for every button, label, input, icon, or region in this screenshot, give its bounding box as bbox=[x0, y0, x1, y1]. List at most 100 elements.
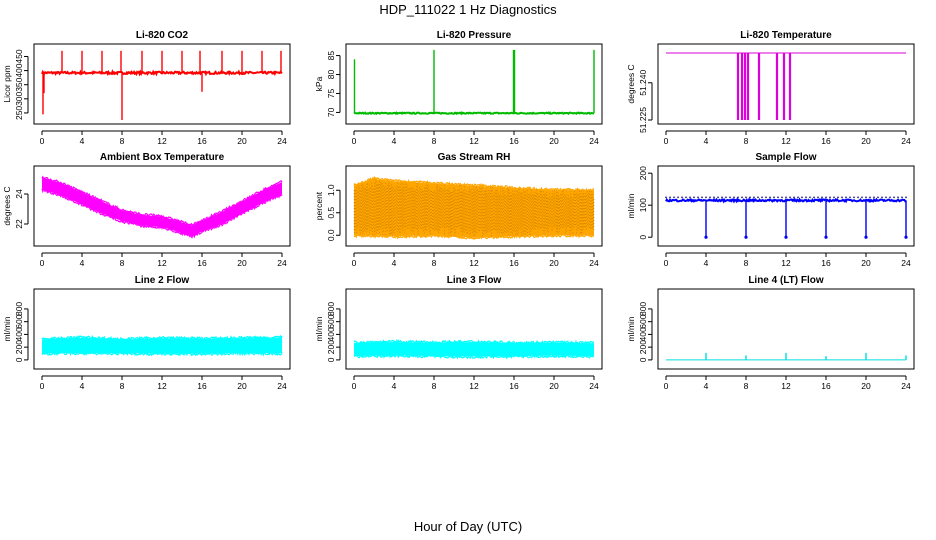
series-noise-lower-line-2-flow bbox=[41, 350, 283, 357]
y-axis-label-ambient-box-temperature: degrees C bbox=[2, 186, 12, 225]
x-tick-label: 8 bbox=[744, 381, 749, 391]
x-tick-label: 8 bbox=[744, 136, 749, 146]
y-tick-label: 70 bbox=[326, 107, 336, 117]
x-tick-label: 20 bbox=[861, 258, 871, 268]
y-tick-label: 800 bbox=[14, 302, 24, 316]
y-tick-label: 400 bbox=[14, 327, 24, 341]
x-tick-label: 0 bbox=[352, 381, 357, 391]
panel-title-li-820-temperature: Li-820 Temperature bbox=[740, 30, 832, 41]
x-tick-label: 24 bbox=[901, 136, 911, 146]
y-tick-label: 200 bbox=[638, 340, 648, 354]
x-tick-label: 12 bbox=[781, 136, 791, 146]
y-axis-label-li-820-pressure: kPa bbox=[314, 76, 324, 91]
panel-frame-line-3-flow bbox=[345, 288, 603, 370]
series-line-li-820-pressure bbox=[353, 111, 594, 116]
x-tick-label: 4 bbox=[392, 258, 397, 268]
figure-title: HDP_111022 1 Hz Diagnostics bbox=[379, 2, 557, 17]
x-tick-label: 12 bbox=[781, 381, 791, 391]
y-tick-label: 80 bbox=[326, 70, 336, 80]
y-tick-label: 0.5 bbox=[326, 207, 336, 219]
series-band-line-3-flow bbox=[354, 342, 594, 357]
y-tick-label: 400 bbox=[638, 327, 648, 341]
x-tick-label: 24 bbox=[901, 258, 911, 268]
series-noise-upper-line-2-flow bbox=[41, 334, 283, 342]
panel-frame-line-2-flow bbox=[33, 288, 291, 370]
y-tick-label: 75 bbox=[326, 88, 336, 98]
x-tick-label: 16 bbox=[821, 136, 831, 146]
y-tick-label: 450 bbox=[14, 49, 24, 63]
series-drop-point bbox=[904, 235, 908, 239]
x-tick-label: 16 bbox=[509, 258, 519, 268]
x-tick-label: 0 bbox=[352, 136, 357, 146]
x-tick-label: 8 bbox=[432, 136, 437, 146]
y-tick-label: 0.0 bbox=[326, 229, 336, 241]
x-tick-label: 4 bbox=[80, 136, 85, 146]
y-axis-label-li-820-co2: Licor ppm bbox=[2, 65, 12, 102]
panel-frame-li-820-co2 bbox=[33, 43, 291, 125]
x-tick-label: 20 bbox=[861, 381, 871, 391]
y-tick-label: 400 bbox=[326, 327, 336, 341]
x-tick-label: 16 bbox=[821, 258, 831, 268]
series-noise-lower-line-3-flow bbox=[353, 353, 594, 360]
y-tick-label: 200 bbox=[14, 340, 24, 354]
x-tick-label: 20 bbox=[237, 381, 247, 391]
y-axis-label-gas-stream-rh: percent bbox=[314, 191, 324, 220]
x-tick-label: 8 bbox=[120, 136, 125, 146]
series-drop-point bbox=[704, 235, 708, 239]
x-tick-label: 8 bbox=[432, 258, 437, 268]
y-tick-label: 51.240 bbox=[638, 69, 648, 95]
panel-title-gas-stream-rh: Gas Stream RH bbox=[438, 152, 511, 163]
y-tick-label: 1.0 bbox=[326, 184, 336, 196]
x-tick-label: 12 bbox=[157, 258, 167, 268]
panel-frame-ambient-box-temperature bbox=[33, 165, 291, 247]
x-tick-label: 24 bbox=[589, 258, 599, 268]
y-axis-label-li-820-temperature: degrees C bbox=[626, 64, 636, 103]
y-tick-label: 0 bbox=[326, 357, 336, 362]
y-tick-label: 800 bbox=[326, 302, 336, 316]
x-tick-label: 4 bbox=[80, 258, 85, 268]
x-axis-label: Hour of Day (UTC) bbox=[413, 519, 523, 534]
y-axis-label-line-4-lt-flow: ml/min bbox=[626, 316, 636, 341]
series-drop-point bbox=[824, 235, 828, 239]
panel-title-line-2-flow: Line 2 Flow bbox=[135, 275, 190, 286]
x-tick-label: 12 bbox=[469, 258, 479, 268]
x-tick-label: 24 bbox=[277, 381, 287, 391]
series-fringe-sample-flow bbox=[665, 196, 907, 199]
y-tick-label: 51.225 bbox=[638, 107, 648, 133]
x-tick-label: 4 bbox=[392, 136, 397, 146]
panel-title-sample-flow: Sample Flow bbox=[755, 152, 816, 163]
series-noise-lower-gas-stream-rh bbox=[353, 232, 595, 241]
y-tick-label: 300 bbox=[14, 91, 24, 105]
y-tick-label: 24 bbox=[14, 189, 24, 199]
x-tick-label: 12 bbox=[157, 136, 167, 146]
panel-frame-li-820-temperature bbox=[657, 43, 915, 125]
x-tick-label: 24 bbox=[277, 136, 287, 146]
y-axis-label-line-2-flow: ml/min bbox=[2, 316, 12, 341]
y-tick-label: 100 bbox=[638, 198, 648, 212]
x-tick-label: 20 bbox=[549, 258, 559, 268]
panel-frame-gas-stream-rh bbox=[345, 165, 603, 247]
y-tick-label: 85 bbox=[326, 51, 336, 61]
x-tick-label: 24 bbox=[589, 136, 599, 146]
series-band-ambient-box-temperature bbox=[42, 177, 282, 236]
x-tick-label: 0 bbox=[664, 381, 669, 391]
series-line-li-820-co2 bbox=[41, 69, 283, 77]
x-tick-label: 16 bbox=[197, 381, 207, 391]
x-tick-label: 4 bbox=[704, 136, 709, 146]
x-tick-label: 20 bbox=[549, 381, 559, 391]
panel-title-line-3-flow: Line 3 Flow bbox=[447, 275, 502, 286]
x-tick-label: 4 bbox=[704, 258, 709, 268]
x-tick-label: 16 bbox=[197, 258, 207, 268]
series-band-line-2-flow bbox=[42, 337, 282, 354]
series-drop-point bbox=[744, 235, 748, 239]
series-speckle-gas-stream-rh bbox=[353, 179, 595, 238]
x-tick-label: 12 bbox=[781, 258, 791, 268]
y-tick-label: 0 bbox=[638, 357, 648, 362]
x-tick-label: 20 bbox=[861, 136, 871, 146]
y-tick-label: 350 bbox=[14, 77, 24, 91]
panel-frame-li-820-pressure bbox=[345, 43, 603, 125]
x-tick-label: 8 bbox=[432, 381, 437, 391]
x-tick-label: 8 bbox=[120, 258, 125, 268]
x-tick-label: 8 bbox=[744, 258, 749, 268]
panel-title-ambient-box-temperature: Ambient Box Temperature bbox=[100, 152, 225, 163]
